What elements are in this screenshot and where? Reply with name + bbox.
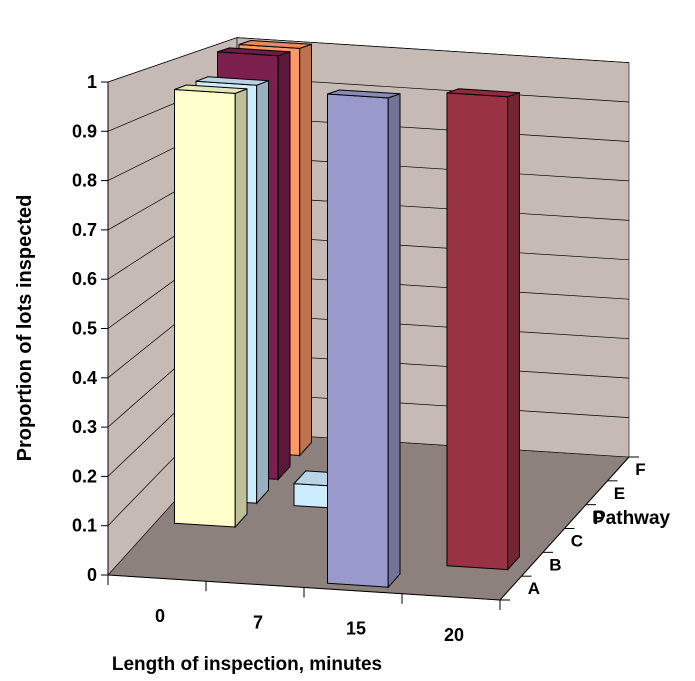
bar-side [256, 79, 269, 505]
y-tick-label: 0.2 [72, 466, 97, 486]
bar-side [299, 43, 312, 457]
x-axis-title: Length of inspection, minutes [112, 654, 382, 675]
z-tick-label: E [614, 484, 625, 503]
chart-labels: 0 0.1 0.2 0.3 0.4 0.5 0.6 0.7 0.8 0.9 1 0 7 15 20 ABCDE… [72, 72, 646, 645]
bar-front [327, 93, 389, 588]
chart-axes [101, 81, 639, 610]
bar-side [234, 88, 248, 529]
bar-side [507, 92, 520, 571]
chart-bars [174, 39, 520, 589]
y-tick-label: 0.7 [72, 220, 97, 240]
y-tick-label: 0 [87, 565, 97, 585]
y-tick-label: 0.6 [72, 269, 97, 289]
bar-15-A [327, 89, 401, 589]
bar-side [277, 50, 291, 481]
bar-top [446, 88, 520, 98]
bar-top [174, 84, 248, 94]
y-tick-label: 0.1 [72, 516, 97, 536]
bar-top [238, 39, 312, 49]
gridline [107, 37, 630, 83]
y-axis-title: Proportion of lots inspected [14, 195, 36, 462]
y-tick-label: 0.3 [72, 417, 97, 437]
bar-0-C [174, 84, 248, 529]
bar-top [195, 76, 269, 86]
z-tick-label: C [571, 531, 583, 550]
bar-front [174, 88, 236, 528]
y-tick-label: 0.9 [72, 121, 97, 141]
bar-front [446, 92, 509, 571]
bar-side [387, 93, 401, 589]
bar-20-B [446, 88, 520, 571]
z-tick-label: F [635, 460, 645, 479]
x-tick-label: 0 [155, 606, 165, 626]
bar-top [217, 47, 291, 57]
bar-top [327, 89, 401, 99]
y-tick-label: 1 [87, 72, 97, 92]
y-tick-label: 0.8 [72, 171, 97, 191]
x-tick-label: 20 [444, 625, 464, 645]
x-tick-label: 7 [253, 612, 263, 632]
z-tick-label: A [528, 579, 540, 598]
y-tick-label: 0.5 [72, 319, 97, 339]
x-tick-label: 15 [346, 619, 366, 639]
y-tick-label: 0.4 [72, 368, 97, 388]
z-tick-label: B [549, 555, 561, 574]
z-tick-label: D [592, 508, 604, 527]
z-axis-title: Pathway [593, 508, 671, 529]
